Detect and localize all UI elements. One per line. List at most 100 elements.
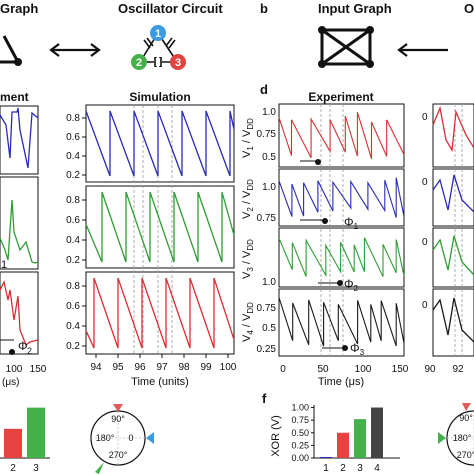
trace-red-left [0,280,39,347]
ylabel-v4: V4 / VDD [241,302,255,342]
exp-ytick: 0.75 [257,303,277,314]
graph-node [366,60,374,68]
panel-label-b: b [260,1,268,16]
left-partial-traces [0,105,39,355]
phi-sub-2-left: 2 [27,346,32,356]
xor-bar-1 [320,456,332,458]
polar-label-270: 270° [109,450,128,460]
xor-bar-3 [354,419,366,458]
xor-bar-label: 1 [323,463,329,474]
sim-ytick: 0.4 [66,235,80,246]
sim-xaxis-label: Time (units) [131,376,189,388]
sim-ytick: 0.6 [66,301,80,312]
right-xtick: 92 [452,364,464,375]
oscillator-circuit-diagram: 1 2 3 [131,25,186,70]
sim-xtick: 94 [90,362,102,373]
triangle-marker-red [113,404,123,412]
sim-ytick: 0.8 [66,195,80,206]
sim-xtick: 96 [134,362,146,373]
sim-ytick: 0.2 [66,170,80,181]
header-input-graph: Input Graph [318,1,392,16]
right-partial-traces [432,103,474,357]
sim-ytick: 0.6 [66,132,80,143]
xor-ylabel: XOR (V) [270,415,282,457]
exp-ytick: 0.75 [257,213,277,224]
exp-xtick: 150 [392,364,409,375]
graph-node [318,60,326,68]
xor-bar-2 [337,432,349,458]
header-simulation: Simulation [129,90,190,104]
exp-trace-3 [278,237,405,278]
double-arrow-icon [49,43,101,57]
ylabel-v3: V3 / VDD [241,239,255,279]
exp-xtick: 50 [317,364,329,375]
node-label-1: 1 [155,28,161,40]
xor-ytick: 0.75 [291,415,309,425]
sim-xtick: 99 [200,362,212,373]
exp-ytick: 1.0 [262,107,276,118]
experiment-d-panel [278,103,405,357]
trace-blue-left [0,107,39,169]
exp-trace-4 [278,297,405,347]
sim-xtick: 95 [112,362,124,373]
sim-ytick: 0.8 [66,281,80,292]
bar-left-label-3: 3 [33,463,39,474]
header-graph-left: Graph [0,1,38,16]
exp-ytick: 0.5 [262,323,276,334]
ylabel-v2: V2 / VDD [241,179,255,219]
exp-xtick: 100 [355,364,372,375]
input-graph-diagram [318,26,374,68]
triangle-marker-red [462,403,471,411]
bar-left-3 [27,407,45,458]
sim-ytick: 0.4 [66,321,80,332]
exp-xaxis-label: Time (μs) [318,376,364,388]
exp-ytick: 0.75 [257,129,277,140]
triangle-marker-green [95,462,104,474]
sim-trace-2 [85,191,235,263]
xor-ytick: 0.50 [291,428,309,438]
sim-ytick: 0.2 [66,341,80,352]
sim-xtick: 97 [156,362,168,373]
phi-label-2: Φ2 [344,277,359,293]
sim-xtick: 100 [220,362,237,373]
xlabel-left-clip: (μs) [2,377,19,388]
ylabel-v1: V1 / VDD [241,118,255,158]
trace-green-left [0,199,39,264]
exp-ytick: 1.0 [262,182,276,193]
xtick-150-left: 150 [30,364,47,375]
oscillator-node-1 [150,25,166,41]
header-experiment-d: Experiment [308,90,373,104]
header-right-clip: O [464,1,474,16]
xor-ytick: 0.00 [291,453,309,463]
right-xtick: 90 [424,364,436,375]
panel-label-d: d [260,82,268,97]
sim-ytick: 0.4 [66,151,80,162]
header-experiment-left: ment [0,90,29,104]
sim-xtick: 98 [178,362,190,373]
polar-label-180: 180° [96,433,115,443]
oscillator-node-3 [170,54,186,70]
exp-xtick: 0 [280,364,286,375]
polar-right-label-90: 90° [459,413,473,423]
polar-label-90: 90° [111,414,125,424]
right-ytick-clip: 0 [422,112,428,123]
exp-trace-1 [278,111,405,159]
bar-left-label-2: 2 [10,463,16,474]
xor-ytick: 1.00 [291,403,309,413]
sim-trace-3 [85,277,235,349]
polar-right-label-180: 180° [453,433,472,443]
exp-ytick: 0.5 [262,152,276,163]
right-ytick-clip: 0 [422,177,428,188]
graph-node [14,58,22,66]
bar-left-2 [4,428,22,458]
xor-ytick: 0.25 [291,440,309,450]
phi-sub-1-left: 1 [1,259,7,271]
sim-ytick: 0.6 [66,215,80,226]
phase-polar-diagram-right [438,403,474,466]
xor-bar-label: 2 [340,463,346,474]
sim-ytick: 0.2 [66,255,80,266]
right-ytick-clip: 0 [422,237,428,248]
node-label-2: 2 [136,57,142,69]
polar-label-0: 0 [128,433,133,443]
